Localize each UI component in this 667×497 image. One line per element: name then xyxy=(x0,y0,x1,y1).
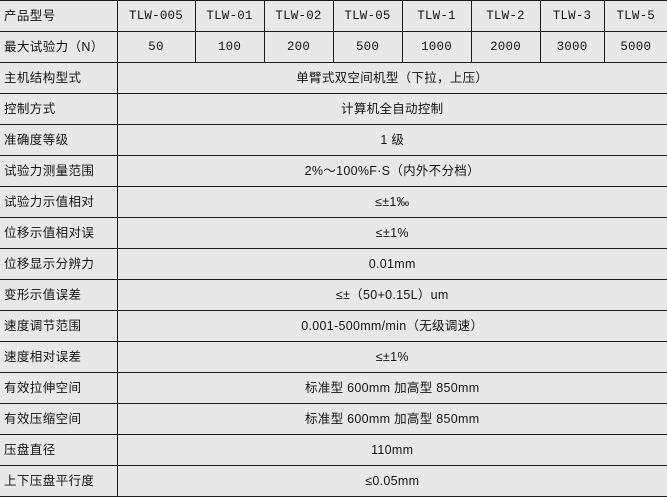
row-label-force-measuring-range: 试验力测量范围 xyxy=(0,155,118,187)
table-row-speed-range: 速度调节范围 0.001-500mm/min（无级调速） xyxy=(0,310,667,342)
model-cell-8: TLW-5 xyxy=(603,0,667,32)
row-label-structure-type: 主机结构型式 xyxy=(0,62,118,94)
table-row-tensile-space: 有效拉伸空间 标准型 600mm 加高型 850mm xyxy=(0,372,667,404)
row-value-structure-type: 单臂式双空间机型（下拉，上压） xyxy=(116,62,667,94)
row-value-force-measuring-range: 2%～100%F·S（内外不分档） xyxy=(116,155,667,187)
model-cell-3: TLW-02 xyxy=(263,0,334,32)
model-cell-2: TLW-01 xyxy=(194,0,265,32)
model-cell-6: TLW-2 xyxy=(470,0,541,32)
table-row-force-measuring-range: 试验力测量范围 2%～100%F·S（内外不分档） xyxy=(0,155,667,187)
row-label-product-model: 产品型号 xyxy=(0,0,118,32)
table-row-speed-relative-error: 速度相对误差 ≤±1% xyxy=(0,341,667,373)
table-row-compression-space: 有效压缩空间 标准型 600mm 加高型 850mm xyxy=(0,403,667,435)
row-label-tensile-space: 有效拉伸空间 xyxy=(0,372,118,404)
model-cell-4: TLW-05 xyxy=(332,0,403,32)
table-row-model-header: 产品型号 TLW-005 TLW-01 TLW-02 TLW-05 TLW-1 … xyxy=(0,0,667,32)
row-label-max-test-force: 最大试验力（N） xyxy=(0,31,118,63)
max-force-cell-7: 3000 xyxy=(539,31,605,63)
row-value-speed-range: 0.001-500mm/min（无级调速） xyxy=(116,310,667,342)
table-row-platen-parallelism: 上下压盘平行度 ≤0.05mm xyxy=(0,465,667,497)
max-force-cell-2: 100 xyxy=(194,31,265,63)
max-force-cell-1: 50 xyxy=(116,31,196,63)
table-row-displacement-resolution: 位移显示分辨力 0.01mm xyxy=(0,248,667,280)
row-value-deformation-error: ≤±（50+0.15L）um xyxy=(116,279,667,311)
row-label-deformation-error: 变形示值误差 xyxy=(0,279,118,311)
row-value-displacement-resolution: 0.01mm xyxy=(116,248,667,280)
row-label-force-relative-indication: 试验力示值相对 xyxy=(0,186,118,218)
row-label-displacement-relative-error: 位移示值相对误 xyxy=(0,217,118,249)
model-cell-7: TLW-3 xyxy=(539,0,605,32)
row-value-platen-diameter: 110mm xyxy=(116,434,667,466)
row-label-platen-parallelism: 上下压盘平行度 xyxy=(0,465,118,497)
table-row-displacement-relative-error: 位移示值相对误 ≤±1% xyxy=(0,217,667,249)
table-row-platen-diameter: 压盘直径 110mm xyxy=(0,434,667,466)
max-force-cell-4: 500 xyxy=(332,31,403,63)
table-row-deformation-error: 变形示值误差 ≤±（50+0.15L）um xyxy=(0,279,667,311)
row-value-compression-space: 标准型 600mm 加高型 850mm xyxy=(116,403,667,435)
row-value-control-mode: 计算机全自动控制 xyxy=(116,93,667,125)
table-row-force-relative-indication: 试验力示值相对 ≤±1‰ xyxy=(0,186,667,218)
row-value-displacement-relative-error: ≤±1% xyxy=(116,217,667,249)
table-row-max-force: 最大试验力（N） 50 100 200 500 1000 2000 3000 5… xyxy=(0,31,667,63)
row-value-tensile-space: 标准型 600mm 加高型 850mm xyxy=(116,372,667,404)
max-force-cell-8: 5000 xyxy=(603,31,667,63)
row-label-speed-relative-error: 速度相对误差 xyxy=(0,341,118,373)
max-force-cell-5: 1000 xyxy=(401,31,472,63)
row-value-accuracy-class: 1 级 xyxy=(116,124,667,156)
row-label-accuracy-class: 准确度等级 xyxy=(0,124,118,156)
row-value-speed-relative-error: ≤±1% xyxy=(116,341,667,373)
row-value-platen-parallelism: ≤0.05mm xyxy=(116,465,667,497)
model-cell-1: TLW-005 xyxy=(116,0,196,32)
row-value-force-relative-indication: ≤±1‰ xyxy=(116,186,667,218)
max-force-cell-6: 2000 xyxy=(470,31,541,63)
table-row-accuracy-class: 准确度等级 1 级 xyxy=(0,124,667,156)
table-row-structure-type: 主机结构型式 单臂式双空间机型（下拉，上压） xyxy=(0,62,667,94)
row-label-platen-diameter: 压盘直径 xyxy=(0,434,118,466)
row-label-speed-range: 速度调节范围 xyxy=(0,310,118,342)
row-label-control-mode: 控制方式 xyxy=(0,93,118,125)
row-label-displacement-resolution: 位移显示分辨力 xyxy=(0,248,118,280)
table-row-control-mode: 控制方式 计算机全自动控制 xyxy=(0,93,667,125)
max-force-cell-3: 200 xyxy=(263,31,334,63)
row-label-compression-space: 有效压缩空间 xyxy=(0,403,118,435)
model-cell-5: TLW-1 xyxy=(401,0,472,32)
